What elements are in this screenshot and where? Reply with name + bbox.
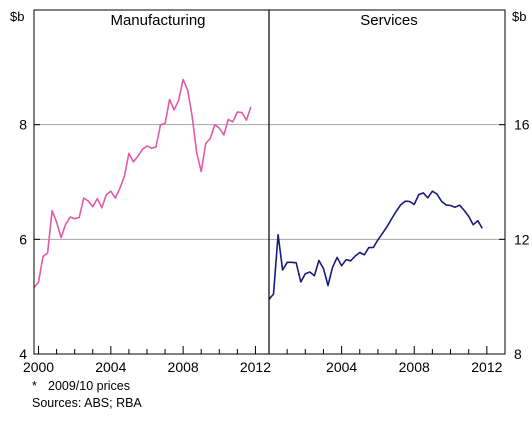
chart-notes: * 2009/10 prices Sources: ABS; RBA — [32, 378, 142, 412]
tick-labels: 4 6 8 8 12 16 2000 2004 2008 2012 2004 2008 2012 — [19, 117, 530, 375]
sources-note: Sources: ABS; RBA — [32, 396, 142, 410]
left-unit-label: $b — [10, 9, 24, 24]
right-tick-label-12: 12 — [514, 231, 530, 247]
x-tick-label-services-2004: 2004 — [326, 359, 357, 375]
x-tick-label-services-2012: 2012 — [471, 359, 502, 375]
price-note: * 2009/10 prices — [32, 378, 142, 395]
x-tick-label-services-2008: 2008 — [399, 359, 430, 375]
series-lines — [33, 78, 483, 300]
right-tick-label-8: 8 — [514, 346, 522, 362]
series-line-manufacturing — [33, 78, 252, 289]
price-note-marker: * — [32, 379, 37, 393]
x-tick-label-manufacturing-2004: 2004 — [95, 359, 126, 375]
panel-title-manufacturing: Manufacturing — [110, 12, 205, 29]
left-tick-label-4: 4 — [19, 346, 27, 362]
left-tick-label-6: 6 — [19, 231, 27, 247]
x-tick-label-manufacturing-2008: 2008 — [168, 359, 199, 375]
price-note-text: 2009/10 prices — [48, 379, 131, 393]
right-tick-label-16: 16 — [514, 117, 530, 133]
series-line-services — [268, 190, 483, 300]
left-tick-label-8: 8 — [19, 117, 27, 133]
tick-marks — [34, 124, 505, 355]
x-tick-label-manufacturing-2012: 2012 — [240, 359, 271, 375]
x-tick-label-manufacturing-2000: 2000 — [23, 359, 54, 375]
panel-title-services: Services — [360, 12, 418, 29]
right-unit-label: $b — [512, 9, 526, 24]
